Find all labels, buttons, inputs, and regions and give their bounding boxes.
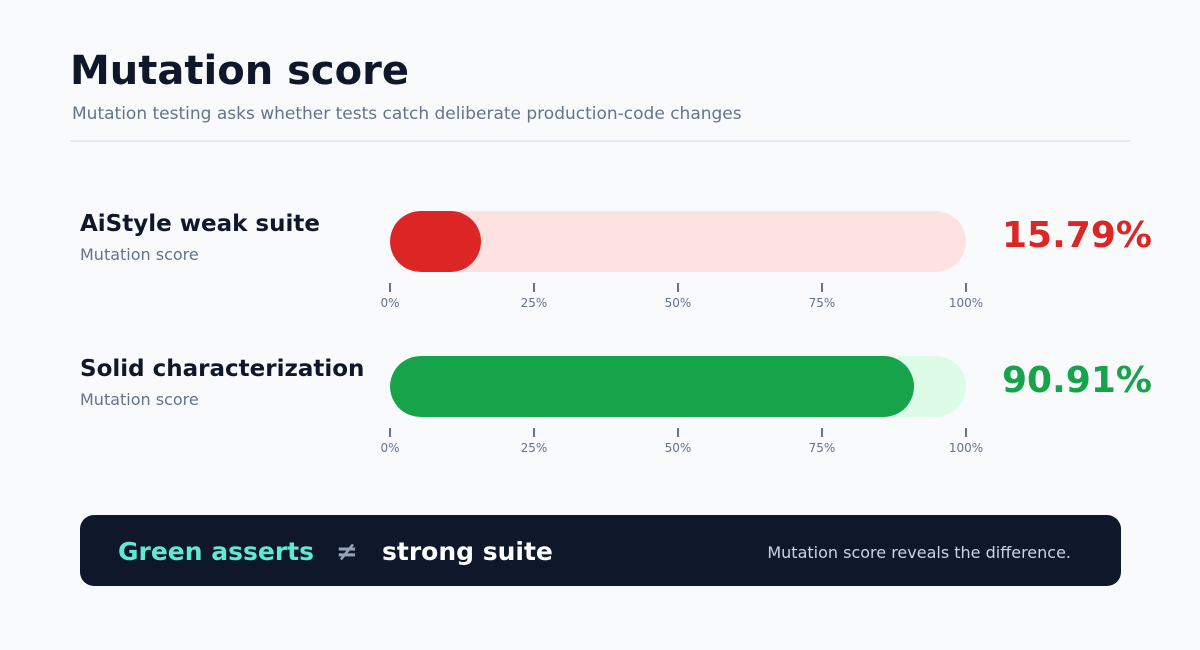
tick-label: 100% <box>948 296 984 310</box>
bar-fill <box>390 356 914 417</box>
banner-left-text: Green asserts <box>118 537 315 566</box>
page-subtitle: Mutation testing asks whether tests catc… <box>72 104 742 124</box>
x-axis-ticks: 0% 25% 50% 75% 100% <box>380 428 983 458</box>
bar-value-label: 15.79% <box>1002 215 1152 256</box>
x-axis-ticks: 0% 25% 50% 75% 100% <box>380 283 983 313</box>
tick-label: 75% <box>808 441 836 455</box>
tick-mark <box>677 283 679 292</box>
bar-sublabel: Mutation score <box>80 390 199 409</box>
bar-label: Solid characterization <box>80 356 365 382</box>
bar-row-weak-suite: AiStyle weak suite Mutation score 15.79%… <box>0 211 1200 321</box>
tick-label: 50% <box>664 296 692 310</box>
bar-sublabel: Mutation score <box>80 245 199 264</box>
banner-right-text: strong suite <box>382 537 553 566</box>
tick-label: 0% <box>380 441 400 455</box>
tick-label: 0% <box>380 296 400 310</box>
tick-label: 50% <box>664 441 692 455</box>
tick-label: 75% <box>808 296 836 310</box>
bar-fill <box>390 211 481 272</box>
bar-label: AiStyle weak suite <box>80 211 320 237</box>
tick-mark <box>389 428 391 437</box>
bar-track <box>390 211 966 272</box>
tick-mark <box>677 428 679 437</box>
tick-mark <box>965 428 967 437</box>
tick-label: 25% <box>520 441 548 455</box>
header-divider <box>70 140 1131 142</box>
not-equal-icon: ≠ <box>336 537 358 567</box>
summary-banner: Green asserts ≠ strong suite Mutation sc… <box>80 515 1121 586</box>
bar-value-label: 90.91% <box>1002 360 1152 401</box>
bar-row-solid-characterization: Solid characterization Mutation score 90… <box>0 356 1200 466</box>
tick-mark <box>533 428 535 437</box>
tick-mark <box>965 283 967 292</box>
page-title: Mutation score <box>70 48 409 94</box>
banner-note: Mutation score reveals the difference. <box>767 543 1071 562</box>
tick-label: 100% <box>948 441 984 455</box>
tick-mark <box>821 283 823 292</box>
bar-track <box>390 356 966 417</box>
tick-mark <box>389 283 391 292</box>
tick-mark <box>821 428 823 437</box>
tick-label: 25% <box>520 296 548 310</box>
tick-mark <box>533 283 535 292</box>
